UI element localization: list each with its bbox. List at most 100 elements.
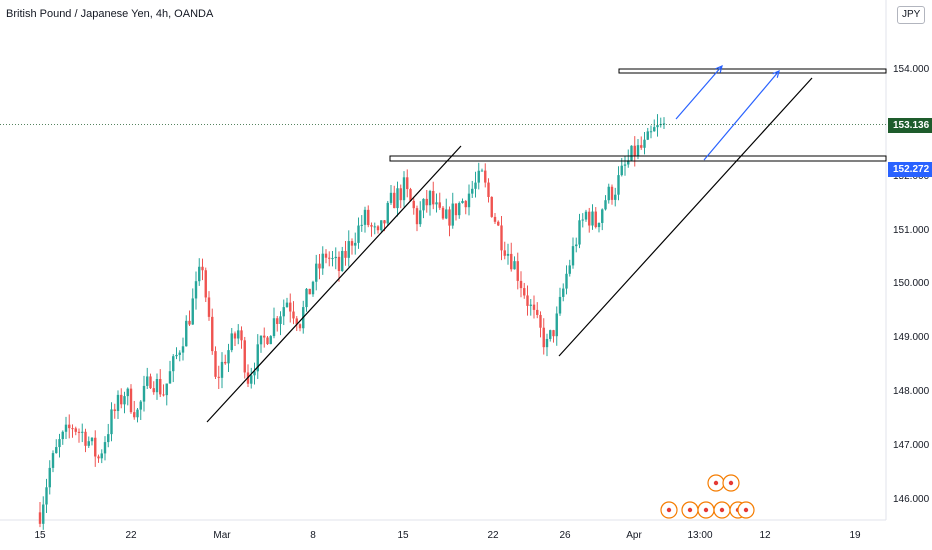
candle-body: [500, 225, 503, 251]
candle-body: [285, 302, 289, 308]
candle-body: [311, 281, 315, 295]
candle-body: [610, 186, 614, 200]
candle-body: [432, 190, 435, 205]
last-price-tag: 153.136: [888, 117, 932, 133]
candle-body: [87, 441, 90, 446]
candle-body: [217, 376, 220, 378]
event-marker-dot: [743, 507, 749, 513]
candle-body: [272, 318, 276, 337]
candle-body: [107, 434, 110, 443]
projection-arrow[interactable]: [703, 70, 780, 161]
candle-body: [360, 224, 363, 226]
candle-body: [406, 177, 409, 190]
event-marker-dot: [719, 507, 725, 513]
candle-body: [445, 209, 448, 219]
candle-body: [126, 388, 129, 397]
candle-body: [623, 164, 627, 166]
candle-body: [380, 220, 383, 231]
candle-body: [497, 221, 500, 226]
trendline-lower[interactable]: [206, 145, 462, 423]
candle-body: [162, 394, 165, 396]
currency-badge[interactable]: JPY: [897, 6, 926, 24]
event-marker-dot: [728, 480, 734, 486]
candle-body: [149, 376, 152, 389]
candle-body: [575, 244, 578, 247]
candle-body: [594, 211, 597, 228]
candle-body: [441, 207, 445, 219]
candle-body: [113, 409, 116, 412]
candle-body: [614, 194, 617, 200]
candle-body: [558, 296, 562, 314]
candle-body: [178, 352, 181, 355]
candle-body: [298, 324, 302, 329]
candle-body: [480, 170, 484, 172]
candle-body: [42, 504, 45, 524]
candle-body: [38, 512, 42, 524]
candle-body: [389, 192, 393, 203]
candle-body: [516, 261, 519, 281]
candle-body: [227, 350, 230, 364]
candle-body: [597, 222, 601, 228]
candle-body: [412, 200, 415, 209]
candle-body: [425, 198, 428, 206]
candle-body: [51, 453, 55, 468]
candle-body: [269, 336, 272, 345]
candle-body: [97, 456, 100, 459]
price-tick-label: 149.000: [893, 332, 930, 343]
price-tick-label: 151.000: [893, 225, 930, 236]
candle-body: [237, 330, 240, 339]
time-tick-label: 19: [849, 530, 861, 541]
support-zone-rect[interactable]: [389, 155, 887, 162]
candle-body: [588, 211, 591, 226]
event-marker-dot: [687, 507, 693, 513]
candle-body: [48, 467, 51, 488]
marked-level-tag: 152.272: [888, 161, 932, 177]
candle-body: [487, 182, 490, 197]
event-marker-dot: [713, 480, 719, 486]
candle-body: [181, 346, 185, 353]
candle-body: [549, 330, 552, 339]
candle-body: [256, 344, 259, 372]
candle-body: [643, 139, 646, 148]
candle-body: [529, 304, 532, 306]
candle-body: [477, 170, 480, 183]
candle-body: [321, 253, 324, 269]
candle-body: [188, 320, 191, 325]
candle-body: [198, 266, 201, 282]
trendline-channel[interactable]: [558, 77, 813, 357]
price-tick-label: 150.000: [893, 278, 930, 289]
candle-body: [266, 337, 269, 345]
candle-body: [295, 318, 298, 325]
candle-body: [571, 246, 575, 266]
candle-body: [386, 202, 389, 224]
candle-body: [337, 256, 341, 271]
candle-body: [519, 280, 523, 289]
candle-body: [211, 316, 214, 352]
candle-body: [636, 145, 640, 157]
candle-body: [370, 225, 373, 227]
candle-body: [604, 200, 607, 210]
candle-body: [464, 200, 467, 208]
candle-body: [201, 266, 204, 271]
candle-body: [454, 203, 458, 216]
target-zone-rect[interactable]: [618, 68, 887, 74]
candle-body: [471, 188, 474, 194]
candle-body: [155, 379, 159, 393]
candle-body: [448, 209, 451, 226]
candle-body: [129, 388, 133, 413]
projection-arrow[interactable]: [675, 65, 723, 120]
candle-body: [526, 295, 529, 306]
candle-body: [146, 376, 149, 386]
candle-body: [94, 437, 97, 457]
candle-body: [539, 314, 542, 328]
candle-body: [61, 431, 64, 440]
time-tick-label: 13:00: [687, 530, 713, 541]
candle-body: [523, 288, 526, 296]
candle-body: [55, 447, 58, 454]
candle-body: [552, 330, 555, 337]
candle-body: [555, 313, 558, 337]
candle-body: [630, 145, 633, 161]
candle-body: [331, 258, 334, 260]
candle-body: [289, 302, 292, 312]
